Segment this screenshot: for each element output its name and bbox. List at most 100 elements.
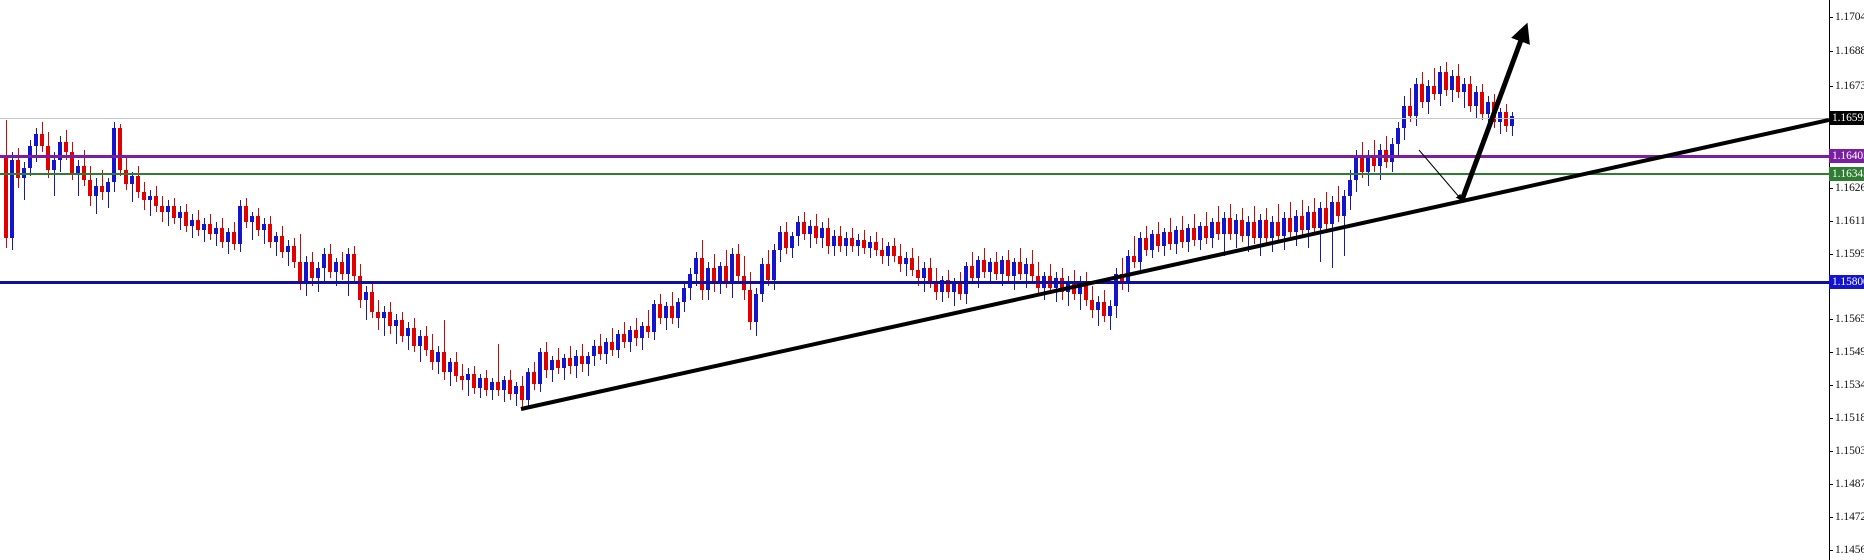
- candle-body: [142, 192, 146, 200]
- candle-body: [226, 232, 230, 242]
- axis-tick-label: 1.15030: [1835, 445, 1864, 457]
- candle-body: [1252, 222, 1256, 238]
- candle-body: [40, 134, 44, 146]
- candle-body: [814, 226, 818, 238]
- candle-body: [574, 356, 578, 366]
- candle-body: [1498, 112, 1502, 122]
- candle-body: [334, 262, 338, 272]
- candle-body: [1480, 92, 1484, 114]
- candle-body: [964, 266, 968, 294]
- candle-body: [1294, 216, 1298, 232]
- price-axis[interactable]: 1.17040 1.16885 1.16730 1.16265 1.16110 1.159…: [1829, 0, 1864, 560]
- candle-body: [1492, 102, 1496, 122]
- candle-body: [1114, 274, 1118, 306]
- candle-body: [784, 232, 788, 248]
- candle-body: [1444, 72, 1448, 90]
- candle-body: [400, 320, 404, 336]
- candle-body: [436, 352, 440, 362]
- candle-body: [856, 240, 860, 246]
- axis-tick-label: 1.17040: [1835, 11, 1864, 23]
- uptrend-line[interactable]: [520, 118, 1829, 411]
- candle-body: [1300, 216, 1304, 230]
- candle-body: [820, 228, 824, 238]
- candle-wick: [1134, 236, 1135, 268]
- candle-body: [262, 224, 266, 230]
- axis-tick-label: 1.16730: [1835, 80, 1864, 92]
- candle-body: [298, 262, 302, 282]
- price-badge-support-green[interactable]: 1.16345: [1829, 167, 1864, 181]
- candle-body: [1354, 158, 1358, 180]
- candle-wick: [1434, 68, 1435, 100]
- candle-body: [418, 336, 422, 346]
- price-badge-support-blue[interactable]: 1.15800: [1829, 275, 1864, 289]
- candle-body: [1024, 264, 1028, 274]
- candle-body: [808, 226, 812, 234]
- candle-body: [886, 246, 890, 256]
- candle-body: [166, 206, 170, 212]
- candle-wick: [336, 258, 337, 286]
- candle-body: [388, 312, 392, 326]
- candle-wick: [288, 240, 289, 266]
- candle-body: [448, 362, 452, 372]
- candle-body: [556, 360, 560, 368]
- price-line-support-blue[interactable]: [0, 281, 1829, 284]
- candle-body: [454, 362, 458, 376]
- axis-tick-mark: [1829, 86, 1833, 87]
- candle-body: [406, 328, 410, 336]
- candle-body: [640, 326, 644, 338]
- candle-body: [214, 228, 218, 234]
- candle-body: [1174, 230, 1178, 244]
- candle-body: [154, 196, 158, 206]
- axis-tick-mark: [1829, 484, 1833, 485]
- axis-tick-mark: [1829, 319, 1833, 320]
- price-badge-current-price[interactable]: 1.16592: [1829, 111, 1864, 125]
- candle-body: [268, 224, 272, 242]
- candle-body: [1468, 84, 1472, 106]
- candle-body: [130, 176, 134, 184]
- candle-body: [1324, 208, 1328, 224]
- candle-body: [1198, 226, 1202, 240]
- candle-body: [1264, 220, 1268, 238]
- candle-body: [646, 326, 650, 332]
- candle-body: [1096, 302, 1100, 310]
- candle-body: [190, 220, 194, 226]
- candle-body: [106, 182, 110, 192]
- candle-body: [118, 128, 122, 170]
- candle-body: [1306, 212, 1310, 230]
- price-line-current-price[interactable]: [0, 118, 1829, 119]
- candle-body: [748, 290, 752, 322]
- candle-wick: [264, 218, 265, 244]
- candle-wick: [108, 178, 109, 208]
- candle-wick: [150, 190, 151, 216]
- candle-body: [874, 242, 878, 250]
- axis-tick-label: 1.15185: [1835, 412, 1864, 424]
- candle-body: [376, 312, 380, 318]
- candle-body: [292, 246, 296, 262]
- axis-tick-label: 1.15495: [1835, 346, 1864, 358]
- candle-body: [286, 246, 290, 252]
- candle-body: [220, 228, 224, 242]
- candle-body: [1366, 156, 1370, 172]
- candle-body: [46, 146, 50, 170]
- price-line-resistance-purple[interactable]: [0, 155, 1829, 158]
- price-line-support-green[interactable]: [0, 173, 1829, 175]
- candle-body: [520, 386, 524, 400]
- candle-body: [1420, 84, 1424, 102]
- candle-body: [1426, 86, 1430, 102]
- candle-body: [766, 264, 770, 280]
- candle-wick: [252, 212, 253, 240]
- candle-body: [580, 356, 584, 364]
- candle-body: [1270, 222, 1274, 238]
- candle-body: [202, 224, 206, 230]
- candle-body: [952, 284, 956, 292]
- candle-wick: [78, 160, 79, 196]
- price-badge-resistance-purple[interactable]: 1.16405: [1829, 149, 1864, 163]
- candle-body: [88, 180, 92, 196]
- candle-body: [256, 216, 260, 230]
- axis-tick-mark: [1829, 451, 1833, 452]
- candle-body: [1204, 226, 1208, 238]
- candle-body: [832, 236, 836, 246]
- candle-body: [1228, 218, 1232, 234]
